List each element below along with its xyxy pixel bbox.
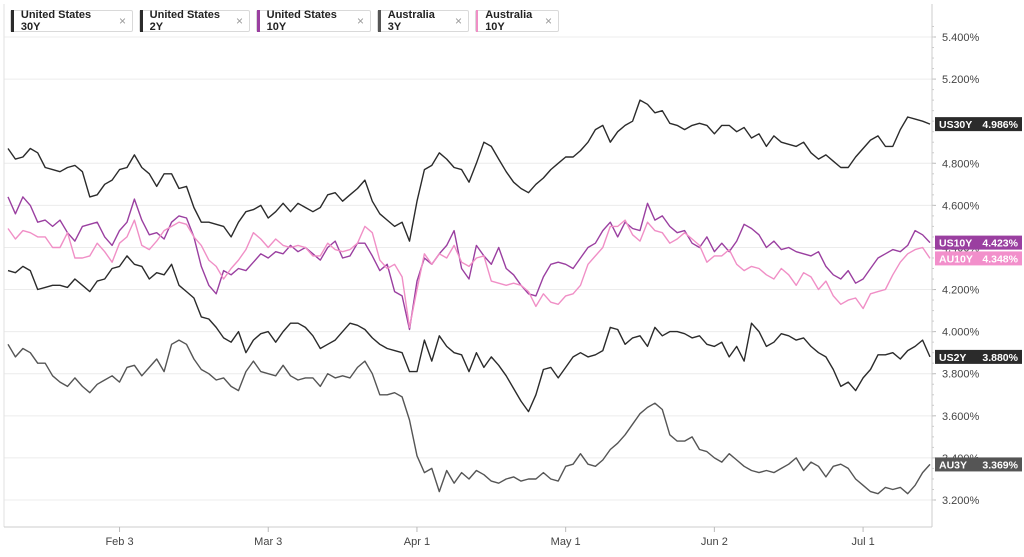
legend-label: United States 10Y	[266, 9, 337, 33]
series-lines	[7, 99, 931, 495]
last-value-tag-au10y	[935, 251, 1022, 266]
last-value-tag-name: US10Y	[939, 238, 972, 250]
y-tick-label: 3.800%	[942, 369, 980, 381]
last-value-tag-us2y	[935, 349, 1022, 364]
last-value-tag-value: 4.348%	[982, 253, 1018, 265]
y-tick-label: 4.000%	[942, 327, 980, 339]
legend-label: United States 2Y	[149, 9, 220, 33]
close-icon[interactable]: ×	[118, 14, 126, 28]
legend-swatch	[11, 10, 14, 32]
last-value-tag-us10y	[935, 235, 1022, 250]
y-tick-label: 5.400%	[942, 32, 980, 44]
y-tick-label: 4.600%	[942, 200, 980, 212]
close-icon[interactable]: ×	[544, 14, 552, 28]
last-value-tag-name: US2Y	[939, 352, 966, 364]
legend-swatch	[476, 10, 479, 32]
legend-swatch	[140, 10, 143, 32]
gridlines	[4, 36, 932, 501]
y-tick-label: 4.200%	[942, 285, 980, 297]
close-icon[interactable]: ×	[454, 14, 462, 28]
y-tick-label: 3.200%	[942, 495, 980, 507]
x-tick-label: Jun 2	[701, 536, 728, 548]
series-line-au3y[interactable]	[7, 339, 931, 495]
legend-swatch	[257, 10, 260, 32]
last-value-tag-value: 3.369%	[982, 459, 1018, 471]
last-value-tag-name: AU3Y	[939, 459, 967, 471]
y-tick-label: 5.200%	[942, 74, 980, 86]
last-value-tags: US30Y 4.986% US2Y 3.880% US10Y 4.423% AU3Y 3.36…	[935, 117, 1022, 472]
legend-swatch	[378, 10, 381, 32]
x-tick-label: Mar 3	[254, 536, 282, 548]
last-value-tag-value: 4.423%	[982, 238, 1018, 250]
x-tick-label: Apr 1	[404, 536, 430, 548]
last-value-tag-au3y	[935, 457, 1022, 472]
last-value-tag-name: US30Y	[939, 119, 972, 131]
y-tick-label: 3.600%	[942, 411, 980, 423]
last-value-tag-us30y	[935, 117, 1022, 132]
legend-label: United States 30Y	[20, 9, 92, 33]
legend-label: Australia 10Y	[485, 9, 533, 33]
last-value-tag-value: 3.880%	[982, 352, 1018, 364]
last-value-tag-value: 4.986%	[982, 119, 1018, 131]
y-tick-label: 4.800%	[942, 158, 980, 170]
series-line-us2y[interactable]	[7, 255, 931, 413]
close-icon[interactable]: ×	[356, 14, 364, 28]
legend-chip-us2y[interactable]: United States 2Y ×	[139, 9, 250, 33]
legend-chip-au3y[interactable]: Australia 3Y ×	[377, 9, 469, 33]
axes: 5.400%5.200%4.800%4.600%4.400%4.200%4.00…	[3, 4, 980, 548]
legend-chip-au10y[interactable]: Australia 10Y ×	[475, 9, 559, 33]
legend: United States 30Y × United States 2Y × U…	[10, 9, 559, 33]
legend-chip-us30y[interactable]: United States 30Y ×	[10, 9, 133, 33]
last-value-tag-name: AU10Y	[939, 253, 973, 265]
legend-chip-us10y[interactable]: United States 10Y ×	[256, 9, 371, 33]
series-line-au10y[interactable]	[7, 219, 931, 329]
x-tick-label: Jul 1	[851, 536, 874, 548]
close-icon[interactable]: ×	[235, 14, 243, 28]
x-tick-label: May 1	[551, 536, 581, 548]
x-tick-label: Feb 3	[105, 536, 133, 548]
series-line-us30y[interactable]	[7, 99, 931, 242]
series-line-us10y[interactable]	[7, 196, 931, 331]
legend-label: Australia 3Y	[387, 9, 435, 33]
